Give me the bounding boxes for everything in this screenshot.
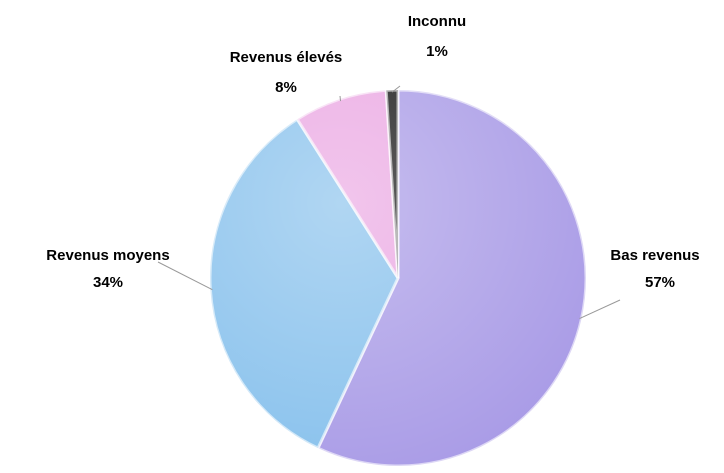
leader-line (579, 299, 621, 320)
leader-line (157, 261, 213, 291)
leader-line (391, 85, 401, 93)
slice-label: Bas revenus (610, 247, 699, 264)
value-label: 57% (645, 274, 675, 291)
pie (208, 88, 588, 468)
slice-label: Revenus élevés (230, 49, 343, 66)
value-label: 8% (275, 79, 297, 96)
leader-line (339, 95, 342, 102)
slice-label: Inconnu (408, 13, 466, 30)
value-label: 34% (93, 274, 123, 291)
slice-label: Revenus moyens (46, 247, 169, 264)
value-label: 1% (426, 43, 448, 60)
